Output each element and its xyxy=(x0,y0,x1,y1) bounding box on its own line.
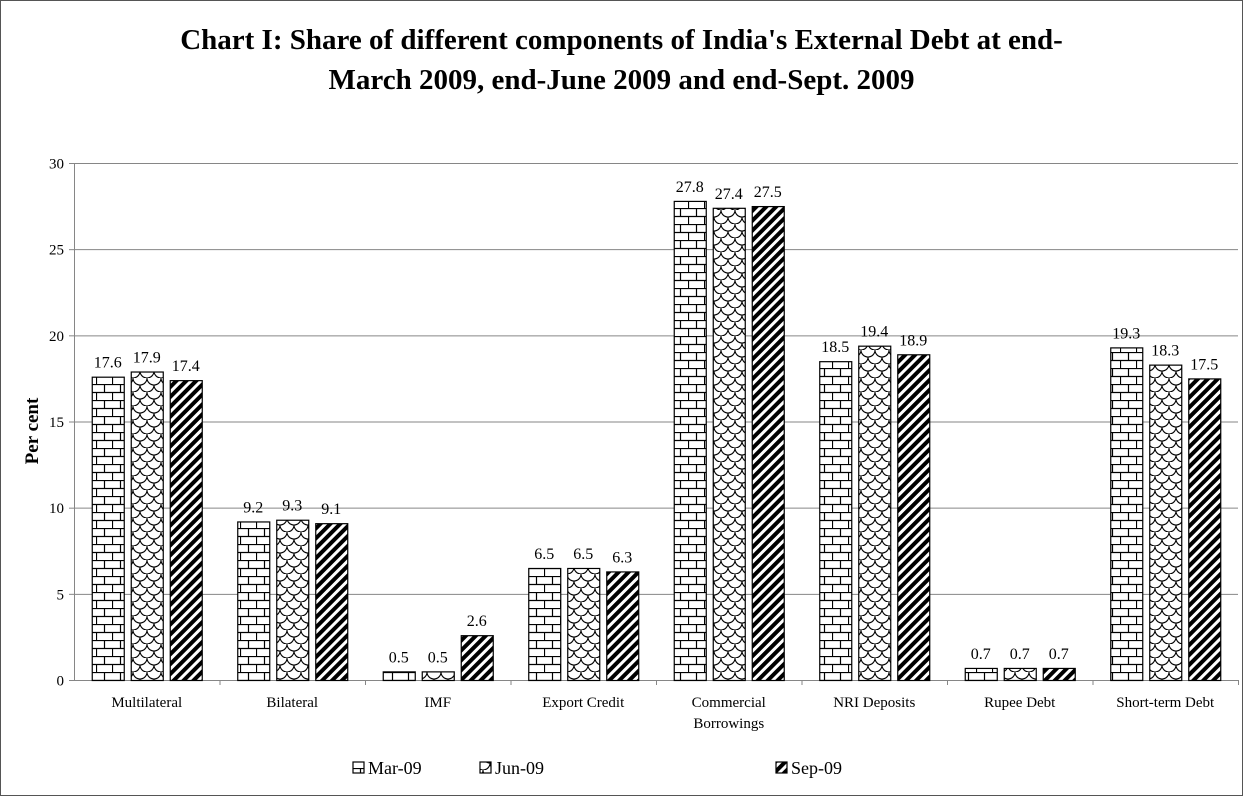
bar-sep-09-6 xyxy=(1042,667,1076,682)
bar-mar-09-1 xyxy=(237,521,271,682)
bar-mar-09-4 xyxy=(673,200,707,682)
data-label-jun-09-2: 0.5 xyxy=(428,649,448,666)
bars xyxy=(91,200,1222,682)
data-label-mar-09-7: 19.3 xyxy=(1112,325,1140,342)
bar-jun-09-7 xyxy=(1149,364,1183,682)
bar-mar-09-6 xyxy=(964,667,998,682)
data-label-mar-09-4: 27.8 xyxy=(676,179,704,196)
legend-swatch-jun-09 xyxy=(479,761,492,774)
x-tick-label-2: IMF xyxy=(424,695,451,711)
legend-label-sep-09: Sep-09 xyxy=(791,758,842,778)
data-label-sep-09-4: 27.5 xyxy=(754,184,782,201)
y-tick-label-10: 10 xyxy=(49,501,64,517)
bar-sep-09-2 xyxy=(460,635,494,682)
bar-sep-09-5 xyxy=(897,354,931,682)
bar-mar-09-0 xyxy=(91,376,125,682)
x-tick-label-1: Bilateral xyxy=(266,695,318,711)
x-tick-label-0: Multilateral xyxy=(111,695,182,711)
data-label-sep-09-0: 17.4 xyxy=(172,358,200,375)
data-label-mar-09-3: 6.5 xyxy=(534,546,554,563)
bar-jun-09-3 xyxy=(567,567,601,682)
data-label-sep-09-5: 18.9 xyxy=(899,332,927,349)
x-tick-label-4: Commercial Borrowings xyxy=(692,695,766,732)
data-label-mar-09-0: 17.6 xyxy=(94,355,122,372)
data-labels: 17.6 17.9 17.4 9.2 9.3 9.1 0.5 0.5 2.6 6.5 6.5 6.3 2… xyxy=(94,179,1219,666)
bar-mar-09-7 xyxy=(1110,347,1144,682)
data-label-jun-09-6: 0.7 xyxy=(1010,646,1030,663)
y-axis-label: Per cent xyxy=(22,397,43,464)
y-tick-label-5: 5 xyxy=(57,587,65,603)
bar-jun-09-0 xyxy=(130,371,164,682)
bar-mar-09-5 xyxy=(819,361,853,682)
legend: Mar-09 Jun-09 Sep-09 xyxy=(352,758,842,778)
bar-sep-09-1 xyxy=(315,523,349,682)
legend-swatch-mar-09 xyxy=(352,761,365,774)
y-tick-label-25: 25 xyxy=(49,243,64,259)
bar-sep-09-7 xyxy=(1188,378,1222,682)
data-label-sep-09-1: 9.1 xyxy=(321,501,341,518)
data-label-jun-09-7: 18.3 xyxy=(1151,343,1179,360)
x-tick-label-6: Rupee Debt xyxy=(984,695,1056,711)
data-label-mar-09-5: 18.5 xyxy=(821,339,849,356)
y-tick-label-20: 20 xyxy=(49,329,64,345)
bar-jun-09-5 xyxy=(858,345,892,682)
gridlines xyxy=(74,163,1238,595)
bar-sep-09-3 xyxy=(606,571,640,682)
data-label-sep-09-2: 2.6 xyxy=(467,613,487,630)
bar-jun-09-1 xyxy=(276,519,310,682)
chart-title-line-1: Chart I: Share of different components o… xyxy=(180,24,1063,56)
data-label-jun-09-4: 27.4 xyxy=(715,186,743,203)
chart-title: Chart I: Share of different components o… xyxy=(0,20,1243,100)
legend-label-mar-09: Mar-09 xyxy=(368,758,422,778)
data-label-sep-09-3: 6.3 xyxy=(612,549,632,566)
y-tick-label-15: 15 xyxy=(49,415,64,431)
x-tick-label-3: Export Credit xyxy=(542,695,625,711)
y-tick-label-30: 30 xyxy=(49,157,64,173)
data-label-jun-09-1: 9.3 xyxy=(282,498,302,515)
legend-label-jun-09: Jun-09 xyxy=(495,758,544,778)
chart-title-line-2: March 2009, end-June 2009 and end-Sept. … xyxy=(328,64,915,96)
legend-swatch-sep-09 xyxy=(775,761,788,774)
x-tick-label-7: Short-term Debt xyxy=(1116,695,1215,711)
data-label-mar-09-6: 0.7 xyxy=(971,646,991,663)
bar-jun-09-6 xyxy=(1003,667,1037,682)
bar-jun-09-2 xyxy=(421,671,455,682)
bar-mar-09-2 xyxy=(382,671,416,682)
bar-sep-09-0 xyxy=(169,380,203,682)
data-label-mar-09-1: 9.2 xyxy=(243,499,263,516)
data-label-sep-09-6: 0.7 xyxy=(1049,646,1069,663)
data-label-mar-09-2: 0.5 xyxy=(389,649,409,666)
bar-jun-09-4 xyxy=(712,207,746,682)
y-tick-label-0: 0 xyxy=(57,674,65,690)
data-label-jun-09-0: 17.9 xyxy=(133,350,161,367)
bar-sep-09-4 xyxy=(751,205,785,682)
bar-mar-09-3 xyxy=(528,567,562,682)
data-label-sep-09-7: 17.5 xyxy=(1190,356,1218,373)
data-label-jun-09-5: 19.4 xyxy=(860,324,888,341)
data-label-jun-09-3: 6.5 xyxy=(573,546,593,563)
x-tick-label-5: NRI Deposits xyxy=(833,695,915,711)
